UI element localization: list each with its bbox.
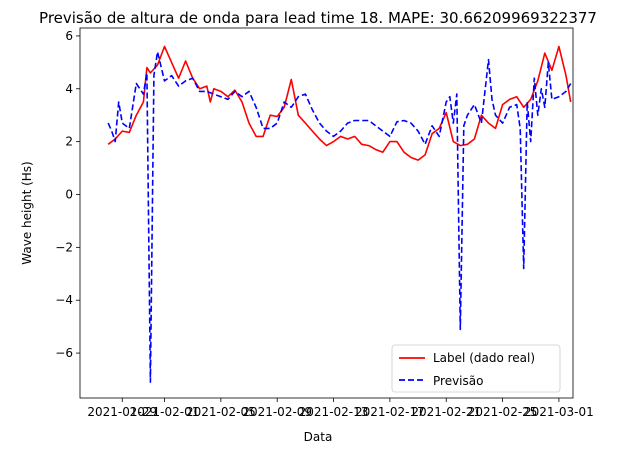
chart-title: Previsão de altura de onda para lead tim… <box>39 9 597 27</box>
y-axis-label: Wave height (Hs) <box>20 161 34 264</box>
y-tick-label: −4 <box>55 293 73 307</box>
y-axis: −6 −4 −2 0 2 4 6 <box>55 29 80 360</box>
x-tick-label: 2021-03-01 <box>524 405 594 419</box>
x-tick-label: 2021-02-05 <box>186 405 256 419</box>
legend-box <box>391 344 561 393</box>
legend: Label (dado real) Previsão <box>391 344 561 393</box>
x-axis: 2021-01-292021-02-012021-02-052021-02-09… <box>87 398 594 419</box>
x-tick-label: 2021-01-29 <box>87 405 157 419</box>
legend-entry-forecast: Previsão <box>433 374 483 388</box>
x-tick-label: 2021-02-21 <box>411 405 481 419</box>
x-axis-label: Data <box>304 430 333 444</box>
y-tick-label: 6 <box>65 29 73 43</box>
x-tick-label: 2021-02-17 <box>355 405 425 419</box>
y-tick-label: 4 <box>65 82 73 96</box>
x-tick-label: 2021-02-01 <box>130 405 200 419</box>
series-layer <box>107 45 572 383</box>
y-tick-label: 2 <box>65 135 73 149</box>
x-tick-label: 2021-02-09 <box>242 405 312 419</box>
y-tick-label: 0 <box>65 188 73 202</box>
plot-area <box>79 27 574 399</box>
y-tick-label: −6 <box>55 346 73 360</box>
x-tick-label: 2021-02-25 <box>468 405 538 419</box>
legend-entry-label: Label (dado real) <box>433 351 535 365</box>
series-line-1 <box>107 51 572 383</box>
x-tick-label: 2021-02-13 <box>299 405 369 419</box>
y-tick-label: −2 <box>55 240 73 254</box>
series-line-0 <box>107 45 572 161</box>
